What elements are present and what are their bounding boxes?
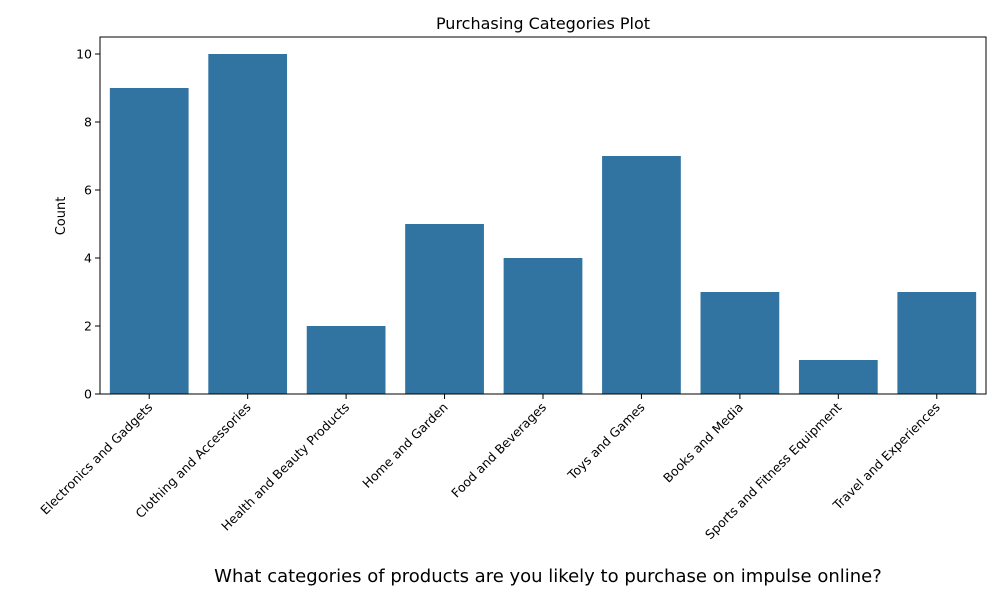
y-tick-label: 0 [84,387,92,402]
bar [503,258,583,394]
bar [208,54,288,394]
x-tick-label: Travel and Experiences [829,400,943,514]
bar [109,88,189,394]
bar [405,224,484,394]
y-tick-label: 4 [84,251,92,266]
x-tick-label: Toys and Games [564,400,648,484]
bar [602,156,681,394]
y-tick-label: 8 [84,115,92,130]
chart-title: Purchasing Categories Plot [436,14,650,33]
y-tick-label: 6 [84,183,92,198]
bar [306,326,386,394]
bars-group [109,54,977,394]
bar [798,360,878,394]
x-tick-label: Home and Garden [359,400,450,491]
bar [700,292,780,394]
x-tick-label: Electronics and Gadgets [37,400,155,518]
y-tick-label: 10 [76,47,92,62]
y-tick-label: 2 [84,319,92,334]
plot-frame [99,36,987,395]
x-tick-label: Food and Beverages [448,400,549,501]
bar [897,292,977,394]
x-tick-label: Books and Media [660,400,746,486]
y-axis-label: Count [54,197,69,236]
y-axis-ticks: 0 2 4 6 8 10 [76,47,100,402]
x-tick-label: Clothing and Accessories [132,400,253,521]
x-axis-label: What categories of products are you like… [214,566,882,587]
